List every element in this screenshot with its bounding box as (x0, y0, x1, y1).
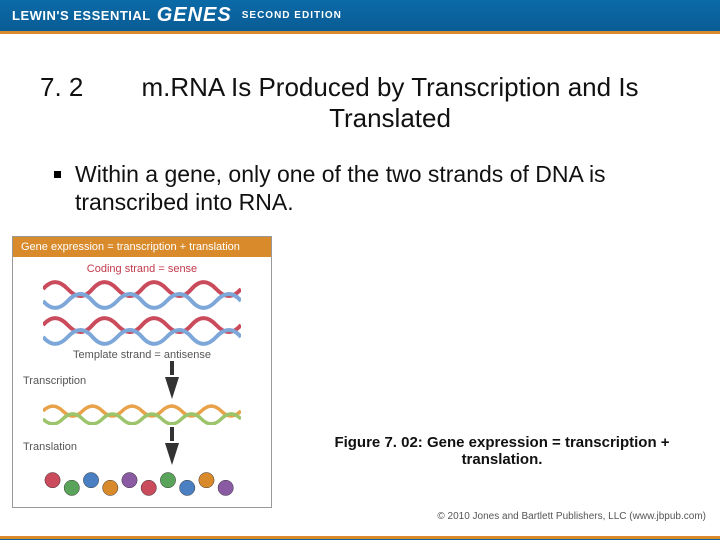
protein-chain (41, 469, 243, 499)
gene-expression-diagram: Gene expression = transcription + transl… (12, 236, 272, 508)
diagram-body: Coding strand = sense Template strand = … (13, 257, 271, 499)
brand-header: LEWIN'S ESSENTIAL GENES SECOND EDITION (0, 0, 720, 34)
section-title: m.RNA Is Produced by Transcription and I… (110, 72, 670, 134)
dna-helix-icon (43, 315, 241, 347)
transcription-step: Transcription (23, 361, 261, 401)
rna-wave-icon (43, 403, 241, 425)
translation-step: Translation (23, 427, 261, 467)
arrow-down-icon (170, 361, 174, 375)
figure-caption: Figure 7. 02: Gene expression = transcri… (312, 434, 692, 468)
bullet-text: Within a gene, only one of the two stran… (75, 160, 660, 216)
brand-genes: GENES (157, 4, 232, 27)
arrow-down-icon (170, 427, 174, 441)
arrow-down-icon (165, 377, 179, 399)
copyright-text: © 2010 Jones and Bartlett Publishers, LL… (437, 511, 706, 522)
translation-label: Translation (23, 441, 79, 453)
section-number: 7. 2 (40, 72, 110, 134)
dna-helix-top (43, 279, 241, 311)
bullet-marker (54, 171, 61, 178)
protein-beads-icon (41, 469, 243, 499)
template-strand-label: Template strand = antisense (23, 349, 261, 361)
arrow-down-icon (165, 443, 179, 465)
dna-helix-icon (43, 279, 241, 311)
dna-helix-bottom (43, 315, 241, 347)
mrna-strand (43, 403, 241, 425)
slide-title: 7. 2 m.RNA Is Produced by Transcription … (0, 34, 720, 152)
diagram-header: Gene expression = transcription + transl… (13, 237, 271, 257)
footer-bar (0, 536, 720, 540)
coding-strand-label: Coding strand = sense (23, 263, 261, 275)
brand-edition: SECOND EDITION (242, 10, 342, 21)
brand-left: LEWIN'S ESSENTIAL (12, 8, 151, 23)
bullet-item: Within a gene, only one of the two stran… (0, 152, 720, 226)
transcription-label: Transcription (23, 375, 79, 387)
